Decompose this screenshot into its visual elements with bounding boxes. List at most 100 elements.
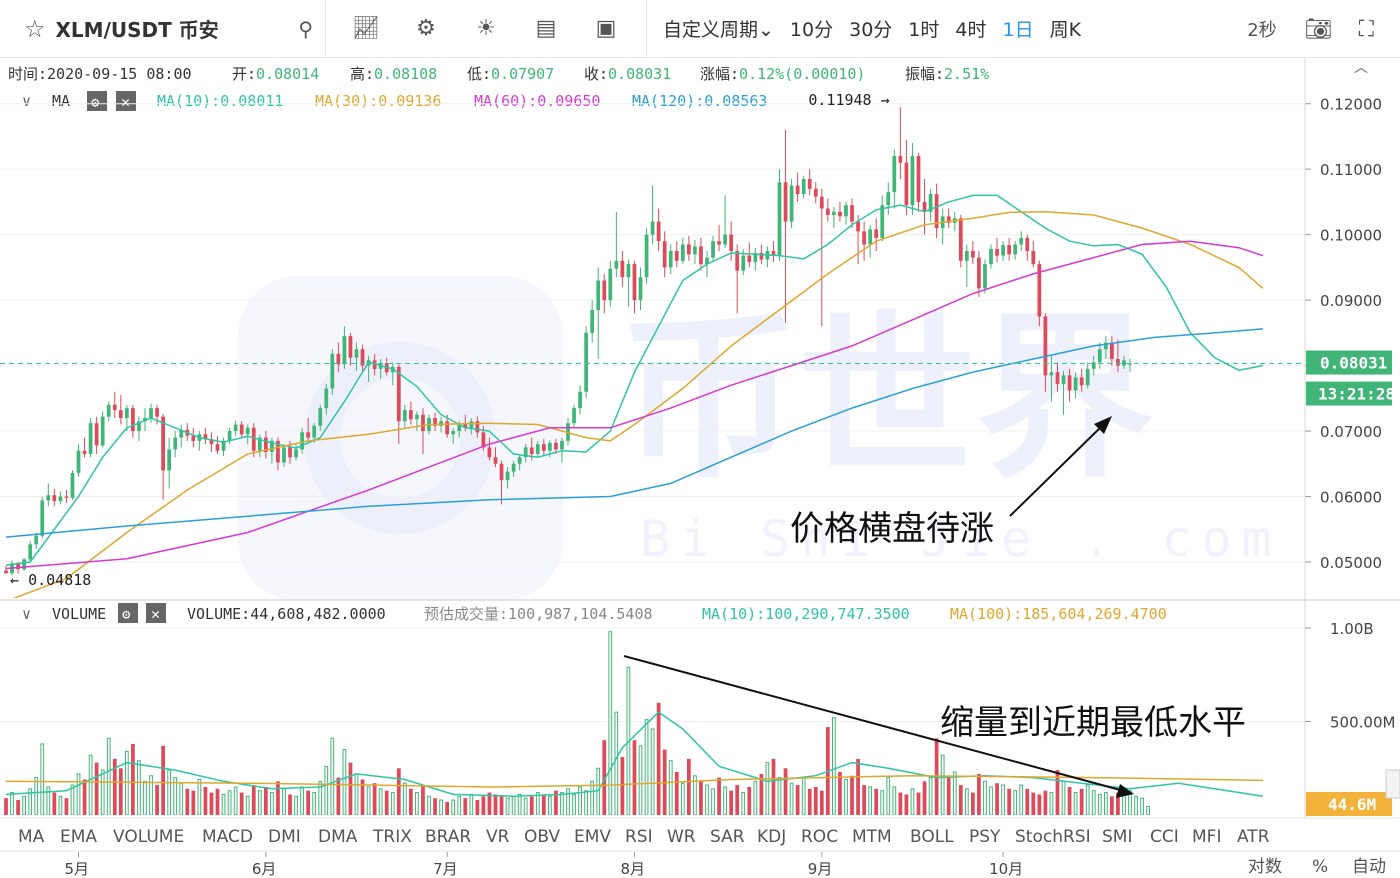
candle-body xyxy=(977,257,981,289)
watermark: 币世界 Bi Shi Jie . com xyxy=(238,276,1272,601)
volume-collapse-chevron-icon[interactable]: ∨ xyxy=(22,605,31,623)
layout-icon[interactable]: ▤ xyxy=(535,16,557,41)
indicator-tab-volume[interactable]: VOLUME xyxy=(113,827,184,847)
candle-body xyxy=(306,432,311,438)
scroll-up-icon[interactable]: ︿ xyxy=(1354,60,1368,76)
candle-body xyxy=(572,408,576,424)
kline-chart[interactable]: 币世界 Bi Shi Jie . com 时间:2020-09-15 08:00… xyxy=(0,58,1400,878)
candle-body xyxy=(336,353,341,365)
indicator-tab-atr[interactable]: ATR xyxy=(1237,827,1270,847)
fullscreen-icon[interactable]: ⛶ xyxy=(1358,16,1374,42)
candle-body xyxy=(215,444,220,451)
ma-line-ma120 xyxy=(5,328,1263,538)
volume-bar xyxy=(904,794,909,815)
volume-close-icon[interactable] xyxy=(146,603,166,623)
volume-bar xyxy=(487,792,492,815)
volume-bar xyxy=(1073,792,1078,815)
indicator-tab-macd[interactable]: MACD xyxy=(202,827,253,847)
volume-bar xyxy=(124,750,129,815)
volume-bar xyxy=(1061,780,1066,815)
ma30-label: MA(30):0.09136 xyxy=(315,92,441,110)
period-tab-3[interactable]: 1时 xyxy=(908,19,940,41)
period-tab-0[interactable]: 自定义周期⌄ xyxy=(663,19,774,41)
candle-body xyxy=(934,194,939,229)
ma-close-icon[interactable] xyxy=(116,91,136,111)
indicator-tab-sar[interactable]: SAR xyxy=(710,827,745,847)
indicator-tab-emv[interactable]: EMV xyxy=(574,827,611,847)
indicator-tab-wr[interactable]: WR xyxy=(667,827,696,847)
percent-scale-toggle[interactable]: % xyxy=(1312,857,1328,877)
candle-body xyxy=(554,442,558,450)
gear-icon[interactable]: ⚙ xyxy=(416,16,436,41)
volume-bar xyxy=(946,777,951,815)
volume-bar xyxy=(203,786,208,815)
indicator-icon[interactable]: 📈︎ xyxy=(352,16,380,41)
theme-sun-icon[interactable]: ☀ xyxy=(476,16,496,41)
volume-bar xyxy=(70,784,75,815)
period-tab-5[interactable]: 1日 xyxy=(1002,19,1034,41)
indicator-tab-psy[interactable]: PSY xyxy=(969,827,1001,847)
collapse-chevron-icon[interactable]: ∨ xyxy=(22,92,31,110)
chart-type-icon[interactable]: ▣ xyxy=(595,16,617,41)
ma-settings-icon[interactable] xyxy=(87,91,107,111)
volume-bar xyxy=(330,737,335,815)
period-tab-1[interactable]: 10分 xyxy=(789,19,834,41)
auto-scale-toggle[interactable]: 自动 xyxy=(1352,857,1386,877)
refresh-interval[interactable]: 2秒 xyxy=(1247,20,1277,41)
indicator-tab-smi[interactable]: SMI xyxy=(1102,827,1132,847)
volume-bar xyxy=(469,793,474,815)
candle-body xyxy=(892,156,897,193)
indicator-tab-mfi[interactable]: MFI xyxy=(1192,827,1221,847)
indicator-tab-mtm[interactable]: MTM xyxy=(852,827,892,847)
candle-body xyxy=(801,179,806,195)
volume-bar xyxy=(342,749,347,815)
volume-bar xyxy=(886,777,891,815)
indicator-tab-kdj[interactable]: KDJ xyxy=(757,827,786,847)
volume-bar xyxy=(964,788,969,815)
candle-body xyxy=(233,424,238,432)
candle-body xyxy=(547,442,552,451)
candle-body xyxy=(795,185,800,195)
candle-body xyxy=(1055,372,1060,384)
indicator-tab-cci[interactable]: CCI xyxy=(1150,827,1179,847)
indicator-tab-stochrsi[interactable]: StochRSI xyxy=(1015,827,1091,847)
period-tab-4[interactable]: 4时 xyxy=(955,19,987,41)
indicator-tab-trix[interactable]: TRIX xyxy=(372,827,412,847)
volume-settings-icon[interactable] xyxy=(118,603,138,623)
volume-bar xyxy=(983,780,987,815)
volume-bar xyxy=(874,788,879,815)
indicator-tab-ema[interactable]: EMA xyxy=(60,827,97,847)
camera-icon[interactable]: 📷︎ xyxy=(1304,16,1333,42)
symbol-title[interactable]: XLM/USDT 币安 xyxy=(55,18,219,42)
time-tick-label: 7月 xyxy=(433,860,458,878)
period-tab-6[interactable]: 周K xyxy=(1049,19,1082,41)
volume-bar xyxy=(52,792,57,815)
indicator-tab-roc[interactable]: ROC xyxy=(801,827,838,847)
indicator-tab-obv[interactable]: OBV xyxy=(524,827,561,847)
candle-body xyxy=(946,216,951,223)
volume-bar xyxy=(952,771,957,815)
axis-scroll-handle[interactable] xyxy=(1385,769,1400,799)
candle-body xyxy=(910,156,915,206)
candle-body xyxy=(674,251,679,261)
candle-body xyxy=(94,423,99,446)
volume-bar xyxy=(179,782,184,815)
indicator-tab-rsi[interactable]: RSI xyxy=(625,827,653,847)
indicator-tab-vr[interactable]: VR xyxy=(486,827,510,847)
volume-bar xyxy=(4,798,8,815)
toolbar-right: 2秒 📷︎ ⛶ xyxy=(1247,0,1400,58)
period-tab-2[interactable]: 30分 xyxy=(849,19,893,41)
search-icon[interactable]: ⚲ xyxy=(298,16,313,41)
volume-bar xyxy=(535,792,540,815)
indicator-tab-boll[interactable]: BOLL xyxy=(910,827,954,847)
indicator-tab-dmi[interactable]: DMI xyxy=(268,827,301,847)
log-scale-toggle[interactable]: 对数 xyxy=(1248,857,1282,877)
candle-body xyxy=(1116,359,1120,366)
indicator-tab-dma[interactable]: DMA xyxy=(318,827,358,847)
volume-bar xyxy=(463,798,468,815)
indicator-tab-ma[interactable]: MA xyxy=(18,827,45,847)
volume-bar xyxy=(928,777,933,815)
indicator-tab-brar[interactable]: BRAR xyxy=(425,827,471,847)
volume-bar xyxy=(862,785,866,815)
star-icon[interactable]: ☆ xyxy=(24,14,46,43)
